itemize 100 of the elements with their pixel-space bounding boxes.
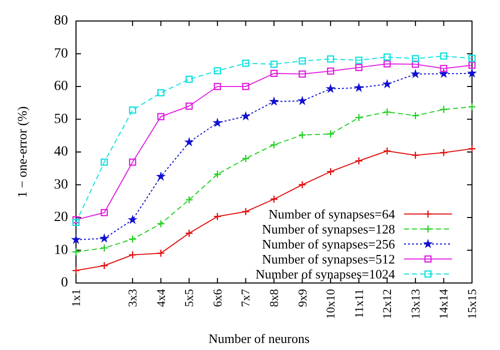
point xyxy=(269,96,279,106)
y-tick-label: 0 xyxy=(61,276,68,290)
point xyxy=(326,55,334,63)
x-tick-label: 5x5 xyxy=(182,289,196,307)
x-axis-title: Number of neurons xyxy=(208,331,310,346)
point xyxy=(213,212,222,221)
point xyxy=(270,70,278,77)
point xyxy=(468,62,476,69)
point xyxy=(383,146,392,156)
point xyxy=(184,137,194,146)
point xyxy=(213,170,222,178)
point xyxy=(156,249,165,258)
y-tick-label: 10 xyxy=(54,242,68,258)
point xyxy=(270,60,278,68)
point xyxy=(467,68,477,78)
point xyxy=(185,229,194,238)
y-tick-label: 20 xyxy=(54,210,68,225)
point xyxy=(298,180,306,189)
x-tick-label: 12x12 xyxy=(380,289,394,319)
x-tick-label: 7x7 xyxy=(238,289,253,307)
x-tick-label: 1x1 xyxy=(69,289,83,307)
legend-label: Number of synapses=512 xyxy=(262,252,395,266)
x-tick-label: 10x10 xyxy=(324,289,338,319)
point xyxy=(355,56,362,64)
point xyxy=(128,235,137,244)
legend-label: Number of synapses=64 xyxy=(268,206,396,222)
point xyxy=(384,60,391,68)
point xyxy=(156,171,166,181)
point xyxy=(468,102,476,111)
point xyxy=(384,53,391,61)
point xyxy=(242,208,250,216)
point xyxy=(72,266,80,275)
point xyxy=(186,102,193,110)
point xyxy=(128,158,136,166)
x-tick-label: 15x15 xyxy=(465,289,479,319)
x-tick-label: 4x4 xyxy=(154,289,168,307)
x-tick-label: 9x9 xyxy=(295,289,310,307)
point xyxy=(326,84,336,93)
point xyxy=(214,67,222,74)
point xyxy=(297,96,308,106)
point xyxy=(99,233,110,243)
x-tick-label: 11x11 xyxy=(352,289,366,318)
point xyxy=(383,108,392,116)
y-tick-label: 40 xyxy=(54,144,68,160)
point xyxy=(440,52,448,60)
point xyxy=(270,140,278,149)
point xyxy=(157,89,164,96)
point xyxy=(242,60,250,67)
y-tick-label: 50 xyxy=(54,112,68,127)
point xyxy=(440,148,448,157)
x-tick-label: 14x14 xyxy=(436,289,451,319)
legend-label: Number of synapses=128 xyxy=(262,222,395,236)
point xyxy=(100,262,108,270)
point xyxy=(242,154,250,163)
point xyxy=(100,158,108,166)
point xyxy=(156,220,165,228)
point xyxy=(411,112,420,120)
point xyxy=(298,130,306,140)
point xyxy=(72,218,80,226)
y-axis-title: 1 − one-error (%) xyxy=(14,106,30,198)
legend-label: Number of synapses=1024 xyxy=(256,266,396,282)
y-tick-label: 80 xyxy=(54,14,68,28)
point xyxy=(242,82,250,90)
point xyxy=(354,114,363,122)
y-tick-label: 70 xyxy=(54,46,68,62)
legend-label: Number of synapses=256 xyxy=(262,236,396,252)
point xyxy=(354,82,364,92)
point xyxy=(212,118,222,128)
point xyxy=(240,111,251,120)
x-tick-label: 3x3 xyxy=(126,289,140,307)
point xyxy=(128,250,137,259)
point xyxy=(326,68,334,75)
y-tick-label: 60 xyxy=(54,79,68,94)
point xyxy=(354,156,363,165)
point xyxy=(382,79,392,88)
point xyxy=(100,244,108,252)
point xyxy=(298,57,306,65)
point xyxy=(72,216,80,224)
point xyxy=(185,196,194,204)
y-tick-label: 30 xyxy=(54,177,68,192)
point xyxy=(411,151,420,160)
point xyxy=(71,234,81,244)
point xyxy=(355,64,362,72)
point xyxy=(214,82,222,90)
point xyxy=(100,208,108,216)
x-tick-label: 13x13 xyxy=(408,289,422,319)
point xyxy=(326,168,335,176)
point xyxy=(128,106,136,114)
point xyxy=(468,54,476,62)
point xyxy=(438,68,449,78)
point xyxy=(186,76,193,83)
point xyxy=(298,70,306,78)
point xyxy=(270,195,278,204)
point xyxy=(410,68,420,78)
point xyxy=(128,214,138,224)
x-tick-label: 6x6 xyxy=(210,289,224,307)
point xyxy=(412,55,420,62)
point xyxy=(412,60,420,68)
point xyxy=(468,144,476,153)
point xyxy=(326,130,335,138)
